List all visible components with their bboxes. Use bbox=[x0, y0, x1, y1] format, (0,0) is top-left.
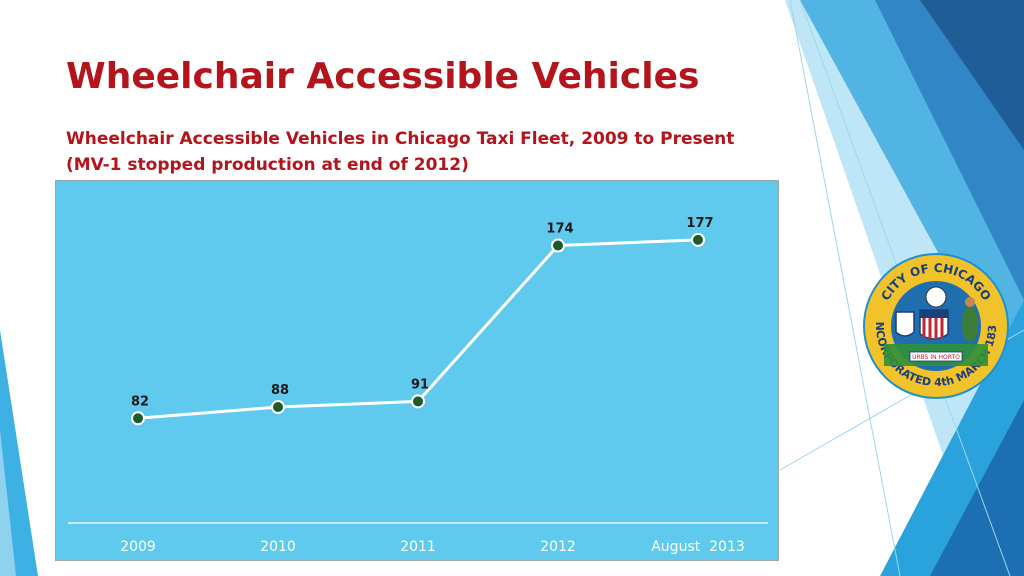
x-tick-label: 2009 bbox=[120, 539, 156, 555]
slide-subtitle: Wheelchair Accessible Vehicles in Chicag… bbox=[66, 126, 734, 178]
city-of-chicago-seal-logo: CITY OF CHICAGO INCORPORATED 4th MARCH 1… bbox=[862, 252, 1009, 399]
data-label: 88 bbox=[271, 383, 289, 398]
data-label: 82 bbox=[131, 394, 149, 409]
slide-title: Wheelchair Accessible Vehicles bbox=[66, 56, 700, 97]
data-point bbox=[131, 411, 145, 426]
data-point bbox=[551, 238, 565, 253]
seal-motto: URBS IN HORTO bbox=[912, 354, 960, 361]
chart-panel: 2009 2010 2011 2012 August 2013 82 88 91 174 177 bbox=[55, 180, 779, 561]
x-tick-label: 2012 bbox=[540, 539, 576, 555]
data-point bbox=[691, 232, 705, 247]
line-chart: 2009 2010 2011 2012 August 2013 82 88 91 174 177 bbox=[68, 216, 768, 555]
data-label: 174 bbox=[546, 222, 573, 237]
subtitle-line-1: Wheelchair Accessible Vehicles in Chicag… bbox=[66, 129, 735, 149]
x-tick-label: 2011 bbox=[400, 539, 436, 555]
x-tick-label: 2010 bbox=[260, 539, 296, 555]
data-label: 91 bbox=[411, 377, 429, 392]
x-tick-label: August 2013 bbox=[651, 539, 745, 555]
data-point bbox=[411, 394, 425, 409]
data-label: 177 bbox=[686, 216, 713, 231]
subtitle-line-2: (MV-1 stopped production at end of 2012) bbox=[66, 155, 469, 175]
data-point bbox=[271, 400, 285, 415]
